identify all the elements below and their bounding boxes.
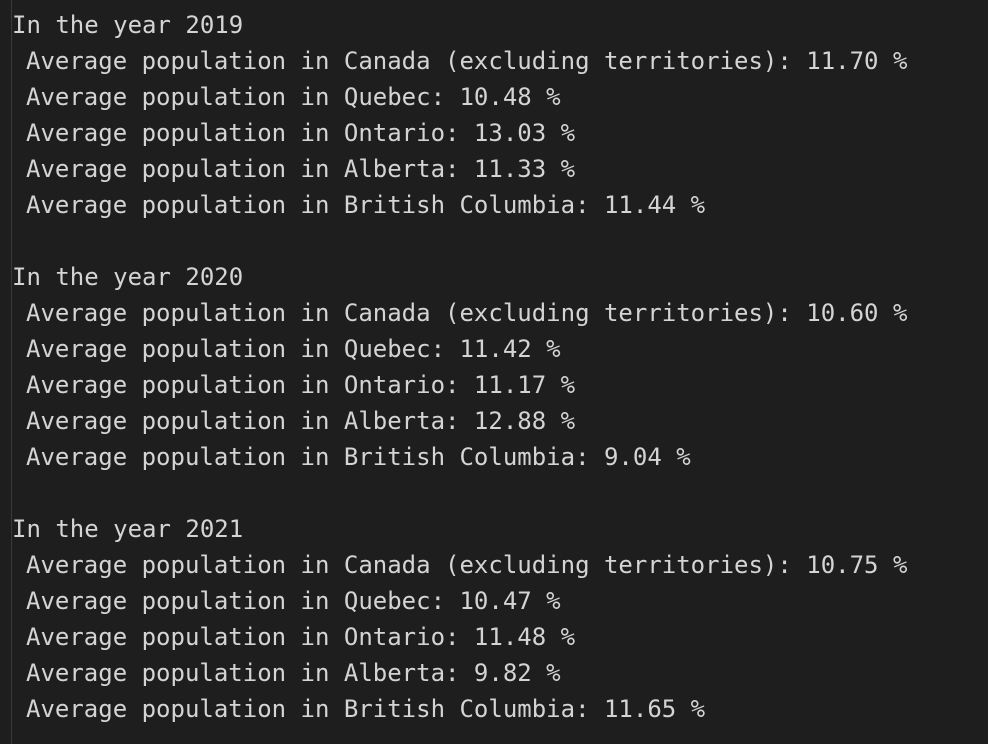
year-header: In the year 2019	[12, 11, 244, 39]
population-line-ontario: Average population in Ontario: 11.48 %	[26, 623, 576, 651]
population-line-canada: Average population in Canada (excluding …	[26, 551, 908, 579]
population-line-british-columbia: Average population in British Columbia: …	[26, 191, 706, 219]
population-line-quebec: Average population in Quebec: 10.47 %	[26, 587, 561, 615]
population-line-quebec: Average population in Quebec: 11.42 %	[26, 335, 561, 363]
population-line-alberta: Average population in Alberta: 12.88 %	[26, 407, 576, 435]
population-line-canada: Average population in Canada (excluding …	[26, 47, 908, 75]
population-line-alberta: Average population in Alberta: 11.33 %	[26, 155, 576, 183]
population-line-ontario: Average population in Ontario: 11.17 %	[26, 371, 576, 399]
population-line-quebec: Average population in Quebec: 10.48 %	[26, 83, 561, 111]
population-line-ontario: Average population in Ontario: 13.03 %	[26, 119, 576, 147]
population-line-alberta: Average population in Alberta: 9.82 %	[26, 659, 561, 687]
population-line-canada: Average population in Canada (excluding …	[26, 299, 908, 327]
year-block-2021: In the year 2021 Average population in C…	[0, 511, 988, 727]
population-line-british-columbia: Average population in British Columbia: …	[26, 695, 706, 723]
indent-guide	[11, 0, 12, 744]
year-block-2019: In the year 2019 Average population in C…	[0, 7, 988, 259]
blank-line	[0, 475, 988, 511]
year-header: In the year 2021	[12, 515, 244, 543]
blank-line	[0, 223, 988, 259]
year-header: In the year 2020	[12, 263, 244, 291]
year-block-2020: In the year 2020 Average population in C…	[0, 259, 988, 511]
population-line-british-columbia: Average population in British Columbia: …	[26, 443, 691, 471]
